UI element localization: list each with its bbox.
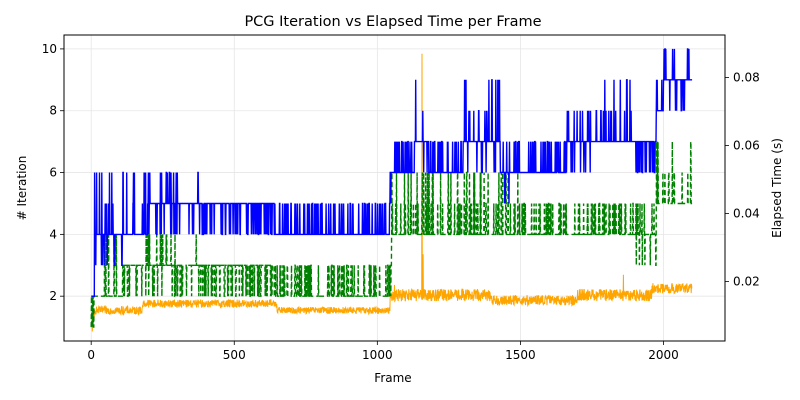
x-axis: 0 500 1000 1500 2000 xyxy=(87,341,679,362)
y-axis-left: 2 4 6 8 10 xyxy=(42,42,64,303)
y-tick-label: 6 xyxy=(49,166,57,180)
y2-tick-label: 0.08 xyxy=(733,71,760,85)
y-tick-label: 4 xyxy=(49,227,57,241)
y2-tick-label: 0.04 xyxy=(733,207,760,221)
iteration-line-blue xyxy=(91,48,693,297)
y-tick-label: 10 xyxy=(42,42,57,56)
chart-title: PCG Iteration vs Elapsed Time per Frame xyxy=(244,14,541,30)
plot-frame xyxy=(63,34,726,342)
x-tick-label: 500 xyxy=(223,348,246,362)
x-axis-label: Frame xyxy=(374,371,411,385)
series-layer xyxy=(90,48,693,332)
x-tick-label: 1000 xyxy=(362,348,393,362)
y-axis-right-label: Elapsed Time (s) xyxy=(770,138,784,238)
x-tick-label: 2000 xyxy=(648,348,679,362)
y2-tick-label: 0.06 xyxy=(733,139,760,153)
x-tick-label: 0 xyxy=(87,348,95,362)
y-axis-left-label: # Iteration xyxy=(15,156,29,221)
y-axis-right: 0.02 0.04 0.06 0.08 xyxy=(725,71,760,289)
iteration-line-green-dashed xyxy=(90,140,693,328)
y2-tick-label: 0.02 xyxy=(733,275,760,289)
y-tick-label: 2 xyxy=(49,289,57,303)
elapsed-time-line-orange xyxy=(90,53,693,332)
x-tick-label: 1500 xyxy=(505,348,536,362)
y-tick-label: 8 xyxy=(49,104,57,118)
